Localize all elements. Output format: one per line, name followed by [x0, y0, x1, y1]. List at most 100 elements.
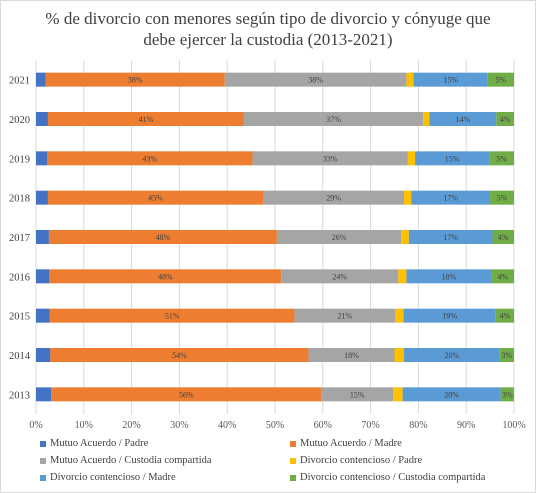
bar-segment-5: [411, 190, 491, 205]
legend-swatch: [40, 457, 46, 464]
data-label: 45%: [148, 194, 163, 203]
data-label: 17%: [443, 194, 458, 203]
y-tick-label: 2019: [9, 154, 30, 165]
bar-segment-2: [47, 112, 244, 126]
data-label: 51%: [165, 312, 180, 321]
bar-segment-4: [393, 387, 403, 402]
legend-item: Mutuo Acuerdo / Custodia compartida: [40, 454, 290, 467]
bar-segment-6: [492, 230, 514, 244]
legend-label: Mutuo Acuerdo / Custodia compartida: [50, 455, 212, 466]
bar-segment-3: [281, 269, 399, 284]
bar-segment-3: [276, 230, 402, 244]
bar-segment-6: [489, 151, 514, 166]
data-label: 3%: [501, 351, 512, 360]
bar-segment-6: [496, 112, 514, 126]
bar-segment-1: [36, 387, 52, 402]
bar-segment-1: [36, 190, 48, 205]
bar-segment-6: [499, 348, 514, 362]
bar-segment-4: [394, 308, 404, 323]
data-label: 20%: [444, 390, 459, 399]
legend-label: Divorcio contencioso / Madre: [50, 472, 176, 483]
bar-segment-5: [406, 269, 492, 284]
bar-segment-2: [45, 72, 225, 87]
bar-segment-6: [490, 190, 514, 205]
x-tick-label: 60%: [314, 420, 332, 431]
bar-segment-4: [394, 348, 405, 362]
bar-segment-2: [51, 387, 322, 402]
data-label: 4%: [500, 115, 511, 124]
legend-swatch: [290, 457, 296, 464]
bar-segment-4: [423, 112, 430, 126]
bar-segment-3: [308, 348, 395, 362]
bar-segment-5: [408, 230, 493, 244]
legend-swatch: [40, 474, 46, 481]
legend-item: Divorcio contencioso / Custodia comparti…: [290, 471, 520, 484]
bar-segment-1: [36, 112, 48, 126]
bar-segment-3: [263, 190, 405, 205]
y-tick-label: 2017: [9, 233, 30, 244]
legend-swatch: [290, 440, 296, 447]
bar-segment-6: [495, 308, 514, 323]
bar-segment-5: [415, 151, 490, 166]
data-label: 19%: [442, 312, 457, 321]
bar-segment-1: [36, 151, 47, 166]
bar-segment-2: [50, 348, 309, 362]
data-label: 18%: [442, 272, 457, 281]
data-label: 41%: [139, 115, 154, 124]
data-label: 4%: [498, 233, 509, 242]
chart-title-line-1: % de divorcio con menores según tipo de …: [45, 9, 491, 28]
data-label: 15%: [445, 154, 460, 163]
data-label: 18%: [344, 351, 359, 360]
legend-item: Divorcio contencioso / Madre: [40, 471, 290, 484]
data-label: 24%: [332, 272, 347, 281]
chart-title: % de divorcio con menores según tipo de …: [0, 8, 536, 50]
bar-segment-3: [321, 387, 394, 402]
data-label: 4%: [500, 312, 511, 321]
bar-segment-3: [294, 308, 395, 323]
data-label: 15%: [443, 76, 458, 85]
data-label: 29%: [326, 194, 341, 203]
data-label: 26%: [332, 233, 347, 242]
data-label: 37%: [326, 115, 341, 124]
bar-segment-4: [398, 269, 407, 284]
x-tick-label: 10%: [75, 420, 93, 431]
bar-segment-5: [404, 348, 500, 362]
y-tick-label: 2014: [9, 351, 31, 362]
legend-swatch: [290, 474, 296, 481]
data-label: 56%: [179, 390, 194, 399]
data-label: 5%: [496, 154, 507, 163]
chart-legend: Mutuo Acuerdo / Padre Mutuo Acuerdo / Mad…: [40, 437, 520, 484]
x-tick-label: 30%: [170, 420, 188, 431]
bar-segment-5: [403, 308, 496, 323]
x-tick-label: 100%: [502, 420, 525, 431]
data-label: 21%: [337, 312, 352, 321]
bar-segment-4: [406, 72, 414, 87]
data-label: 43%: [142, 154, 157, 163]
bar-segment-2: [49, 308, 295, 323]
y-tick-label: 2015: [9, 312, 30, 323]
x-tick-label: 20%: [122, 420, 140, 431]
bar-segment-5: [402, 387, 501, 402]
data-label: 48%: [156, 233, 171, 242]
x-tick-label: 40%: [218, 420, 236, 431]
legend-label: Mutuo Acuerdo / Madre: [300, 438, 402, 449]
data-label: 5%: [497, 194, 508, 203]
bar-segment-1: [36, 230, 49, 244]
bar-segment-5: [429, 112, 497, 126]
bar-segment-4: [404, 190, 412, 205]
bar-segment-3: [243, 112, 424, 126]
y-tick-label: 2013: [9, 390, 30, 401]
x-tick-label: 90%: [457, 420, 475, 431]
bar-segment-1: [36, 308, 50, 323]
data-label: 33%: [323, 154, 338, 163]
data-label: 4%: [497, 272, 508, 281]
bar-segment-5: [413, 72, 488, 87]
data-label: 3%: [502, 390, 513, 399]
bar-segment-1: [36, 72, 46, 87]
bar-segment-6: [500, 387, 514, 402]
legend-swatch: [40, 440, 46, 447]
legend-label: Divorcio contencioso / Custodia comparti…: [300, 472, 486, 483]
x-tick-label: 0%: [29, 420, 42, 431]
bar-segment-2: [47, 190, 264, 205]
